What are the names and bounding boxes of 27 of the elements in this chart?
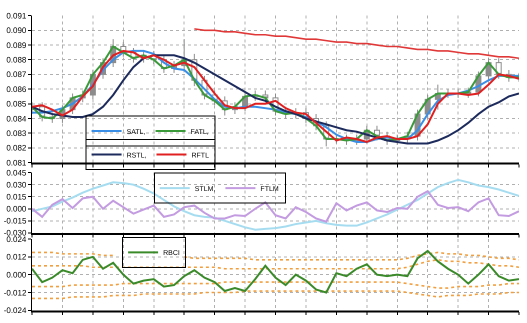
y-tick-label: 0.083 <box>6 128 27 138</box>
y-tick-label: 0.084 <box>6 114 27 124</box>
y-tick-label: 0.091 <box>6 11 27 20</box>
y-tick-label: -0.012 <box>4 288 27 298</box>
y-tick-label: -0.015 <box>4 216 27 226</box>
line-series <box>32 178 519 231</box>
line-series <box>194 28 519 60</box>
y-tick-label: 0.087 <box>6 70 27 80</box>
y-tick-label: -0.024 <box>4 306 27 316</box>
line-series <box>32 250 519 294</box>
y-tick-label: 0.090 <box>6 26 27 36</box>
line-series <box>32 259 519 270</box>
line-series <box>32 190 519 223</box>
y-tick-label: 0.012 <box>6 252 27 262</box>
y-tick-label: 0.085 <box>6 100 27 109</box>
y-tick-label: 0.000 <box>6 204 27 214</box>
y-tick-label: 0.089 <box>6 40 27 50</box>
y-tick-label: 0.015 <box>6 192 27 202</box>
y-tick-label: 0.030 <box>6 180 27 190</box>
y-tick-label: 0.000 <box>6 270 27 280</box>
y-tick-label: 0.081 <box>6 158 27 168</box>
y-tick-label: 0.045 <box>6 168 27 178</box>
y-tick-label: 0.024 <box>6 234 27 244</box>
y-tick-label: 0.088 <box>6 56 27 65</box>
line-series <box>32 290 519 300</box>
y-tick-label: 0.086 <box>6 84 27 94</box>
y-tick-label: 0.082 <box>6 144 27 153</box>
